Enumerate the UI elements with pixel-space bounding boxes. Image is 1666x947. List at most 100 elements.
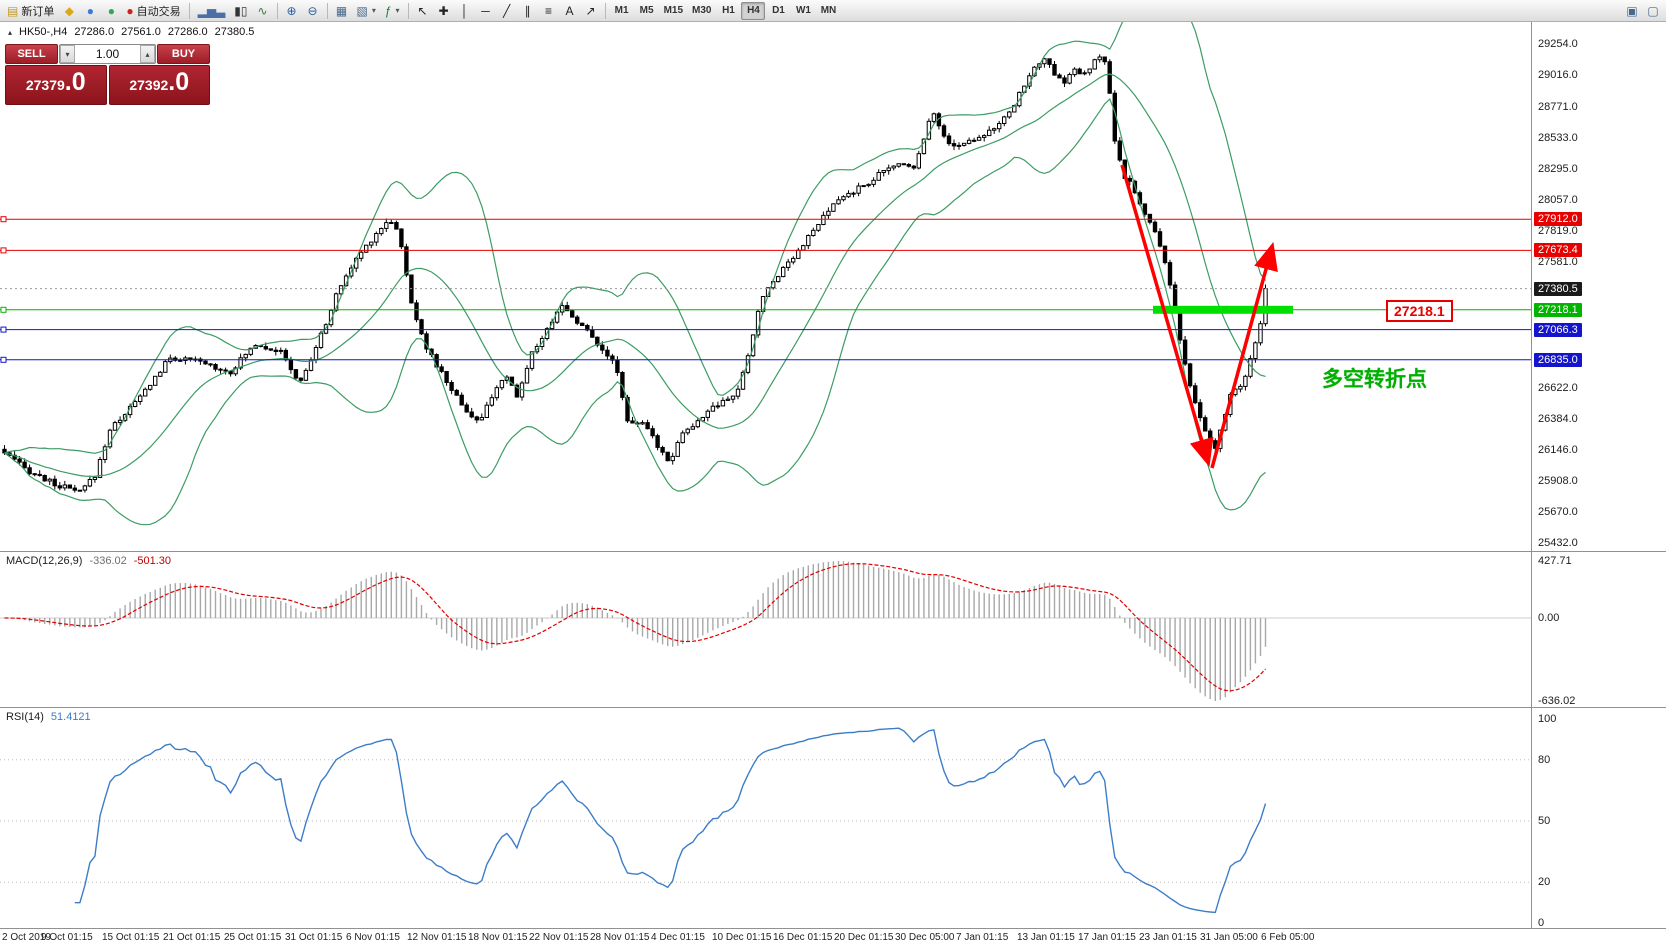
indicators-icon: ƒ bbox=[384, 3, 392, 18]
timeframe-w1-button[interactable]: W1 bbox=[795, 5, 811, 16]
profile-icon: ● bbox=[86, 3, 94, 18]
toolbar-separator bbox=[407, 2, 409, 19]
timeframe-m30-button[interactable]: M30 bbox=[692, 5, 712, 16]
zoom-in-button[interactable]: ⊕ bbox=[282, 2, 302, 20]
timeframe-mn-button[interactable]: MN bbox=[820, 5, 837, 16]
channel-button[interactable]: ∥ bbox=[518, 2, 538, 20]
arrow-tool-icon: ↗ bbox=[585, 3, 596, 18]
rsi-pane[interactable]: RSI(14) 51.4121 100 80 50 20 0 bbox=[0, 707, 1666, 928]
fibonacci-button[interactable]: ≡ bbox=[539, 2, 559, 20]
zoom-in-icon: ⊕ bbox=[286, 3, 297, 18]
autotrading-button[interactable]: ● 自动交易 bbox=[122, 2, 184, 20]
turning-point-annotation[interactable]: 多空转折点 bbox=[1322, 368, 1427, 391]
price-axis-tick: 26622.0 bbox=[1538, 381, 1578, 394]
collapse-icon[interactable]: ▴ bbox=[8, 27, 13, 37]
timeframe-h1-button[interactable]: H1 bbox=[722, 5, 735, 16]
indicators-button-caret-icon[interactable]: ▾ bbox=[395, 6, 400, 15]
price-axis-line-label: 27066.3 bbox=[1534, 322, 1582, 337]
price-axis-line-label: 26835.0 bbox=[1534, 352, 1582, 367]
buy-button[interactable]: BUY bbox=[157, 44, 210, 64]
zoom-out-icon: ⊖ bbox=[307, 3, 318, 18]
crosshair-button[interactable]: ✚ bbox=[434, 2, 454, 20]
window-list-button[interactable]: ▢ bbox=[1643, 2, 1663, 20]
support-price-label[interactable]: 27218.1 bbox=[1386, 300, 1453, 322]
window-list-icon: ▢ bbox=[1647, 3, 1659, 18]
symbol-info: ▴ HK50-,H4 27286.0 27561.0 27286.0 27380… bbox=[8, 26, 254, 38]
ohlc-close: 27380.5 bbox=[214, 26, 255, 38]
window-tile-button[interactable]: ▣ bbox=[1622, 2, 1642, 20]
time-axis-label: 6 Nov 01:15 bbox=[346, 932, 400, 943]
macd-axis-tick: 0.00 bbox=[1538, 612, 1560, 624]
volume-field: ▾ ▴ bbox=[59, 44, 156, 64]
time-axis-label: 15 Oct 01:15 bbox=[102, 932, 160, 943]
price-chart-svg[interactable] bbox=[0, 22, 1532, 551]
price-axis-tick: 25432.0 bbox=[1538, 537, 1578, 549]
ohlc-low: 27286.0 bbox=[167, 26, 208, 38]
sell-button[interactable]: SELL bbox=[5, 44, 58, 64]
price-axis-tick: 27581.0 bbox=[1538, 256, 1578, 269]
macd-main-value: -336.02 bbox=[89, 555, 127, 567]
price-axis-tick: 27819.0 bbox=[1538, 225, 1578, 238]
fibonacci-icon: ≡ bbox=[545, 3, 553, 18]
new-order-button-label: 新订单 bbox=[21, 5, 55, 18]
price-chart-pane[interactable]: ▴ HK50-,H4 27286.0 27561.0 27286.0 27380… bbox=[0, 22, 1666, 551]
sell-price-button[interactable]: 27379 .0 bbox=[5, 65, 107, 105]
time-axis-label: 9 Oct 01:15 bbox=[41, 932, 93, 943]
news-button[interactable]: ● bbox=[101, 2, 121, 20]
line-chart-button[interactable]: ∿ bbox=[253, 2, 273, 20]
rsi-axis-tick: 20 bbox=[1538, 876, 1551, 889]
zoom-out-button[interactable]: ⊖ bbox=[303, 2, 323, 20]
time-axis-label: 4 Dec 01:15 bbox=[651, 932, 705, 943]
new-order-button[interactable]: ▤ 新订单 bbox=[3, 2, 58, 20]
candlestick-chart-button[interactable]: ▮▯ bbox=[230, 2, 251, 20]
buy-price-button[interactable]: 27392 .0 bbox=[108, 65, 210, 105]
time-axis-label: 31 Oct 01:15 bbox=[285, 932, 343, 943]
timeframe-d1-button[interactable]: D1 bbox=[772, 5, 785, 16]
macd-svg bbox=[0, 552, 1532, 707]
tile-windows-icon: ▦ bbox=[335, 3, 348, 18]
crosshair-icon: ✚ bbox=[438, 3, 449, 18]
trendline-button[interactable]: ╱ bbox=[497, 2, 517, 20]
price-axis-tick: 29254.0 bbox=[1538, 38, 1578, 50]
price-axis-tick: 28057.0 bbox=[1538, 194, 1578, 207]
macd-pane[interactable]: MACD(12,26,9) -336.02 -501.30 427.71 0.00… bbox=[0, 551, 1666, 707]
rsi-axis-tick: 50 bbox=[1538, 815, 1551, 827]
new-chart-button[interactable]: ▧ ▾ bbox=[353, 2, 380, 20]
macd-axis-tick: 427.71 bbox=[1538, 555, 1572, 567]
timeframe-m5-button[interactable]: M5 bbox=[639, 5, 654, 16]
tile-windows-button[interactable]: ▦ bbox=[332, 2, 352, 20]
timeframe-m15-button[interactable]: M15 bbox=[663, 5, 684, 16]
toolbar-separator bbox=[604, 2, 606, 19]
autotrading-button-label: 自动交易 bbox=[136, 5, 181, 18]
timeframe-m1-button[interactable]: M1 bbox=[614, 5, 629, 16]
buy-price-int: 27392 bbox=[129, 77, 169, 93]
arrow-tool-button[interactable]: ↗ bbox=[581, 2, 601, 20]
indicators-button[interactable]: ƒ ▾ bbox=[381, 2, 404, 20]
ohlc-open: 27286.0 bbox=[74, 26, 115, 38]
horizontal-line-button[interactable]: ─ bbox=[476, 2, 496, 20]
bar-chart-button[interactable]: ▂▅▃ bbox=[194, 2, 230, 20]
profile-button[interactable]: ● bbox=[80, 2, 100, 20]
time-axis-label: 16 Dec 01:15 bbox=[773, 932, 833, 943]
volume-input[interactable] bbox=[75, 45, 140, 63]
timeframe-h4-button[interactable]: H4 bbox=[741, 1, 766, 20]
volume-up-button[interactable]: ▴ bbox=[140, 45, 155, 63]
vertical-line-button[interactable]: │ bbox=[455, 2, 475, 20]
time-axis[interactable]: 2 Oct 2019 9 Oct 01:15 15 Oct 01:15 21 Oct … bbox=[0, 928, 1666, 947]
price-axis-tick: 28533.0 bbox=[1538, 132, 1578, 145]
new-chart-button-caret-icon[interactable]: ▾ bbox=[371, 6, 376, 15]
metaeditor-button[interactable]: ◆ bbox=[59, 2, 79, 20]
text-button[interactable]: A bbox=[560, 2, 580, 20]
line-chart-icon: ∿ bbox=[257, 3, 268, 18]
channel-icon: ∥ bbox=[524, 3, 531, 18]
volume-down-button[interactable]: ▾ bbox=[60, 45, 75, 63]
macd-label: MACD(12,26,9) bbox=[6, 555, 83, 567]
sell-price-int: 27379 bbox=[25, 77, 65, 93]
cursor-button[interactable]: ↖ bbox=[413, 2, 433, 20]
sell-price-frac: .0 bbox=[64, 68, 86, 96]
time-axis-label: 13 Jan 01:15 bbox=[1017, 932, 1075, 943]
metaeditor-icon: ◆ bbox=[64, 3, 74, 18]
toolbar-separator bbox=[276, 2, 278, 19]
vertical-line-icon: │ bbox=[460, 3, 469, 18]
